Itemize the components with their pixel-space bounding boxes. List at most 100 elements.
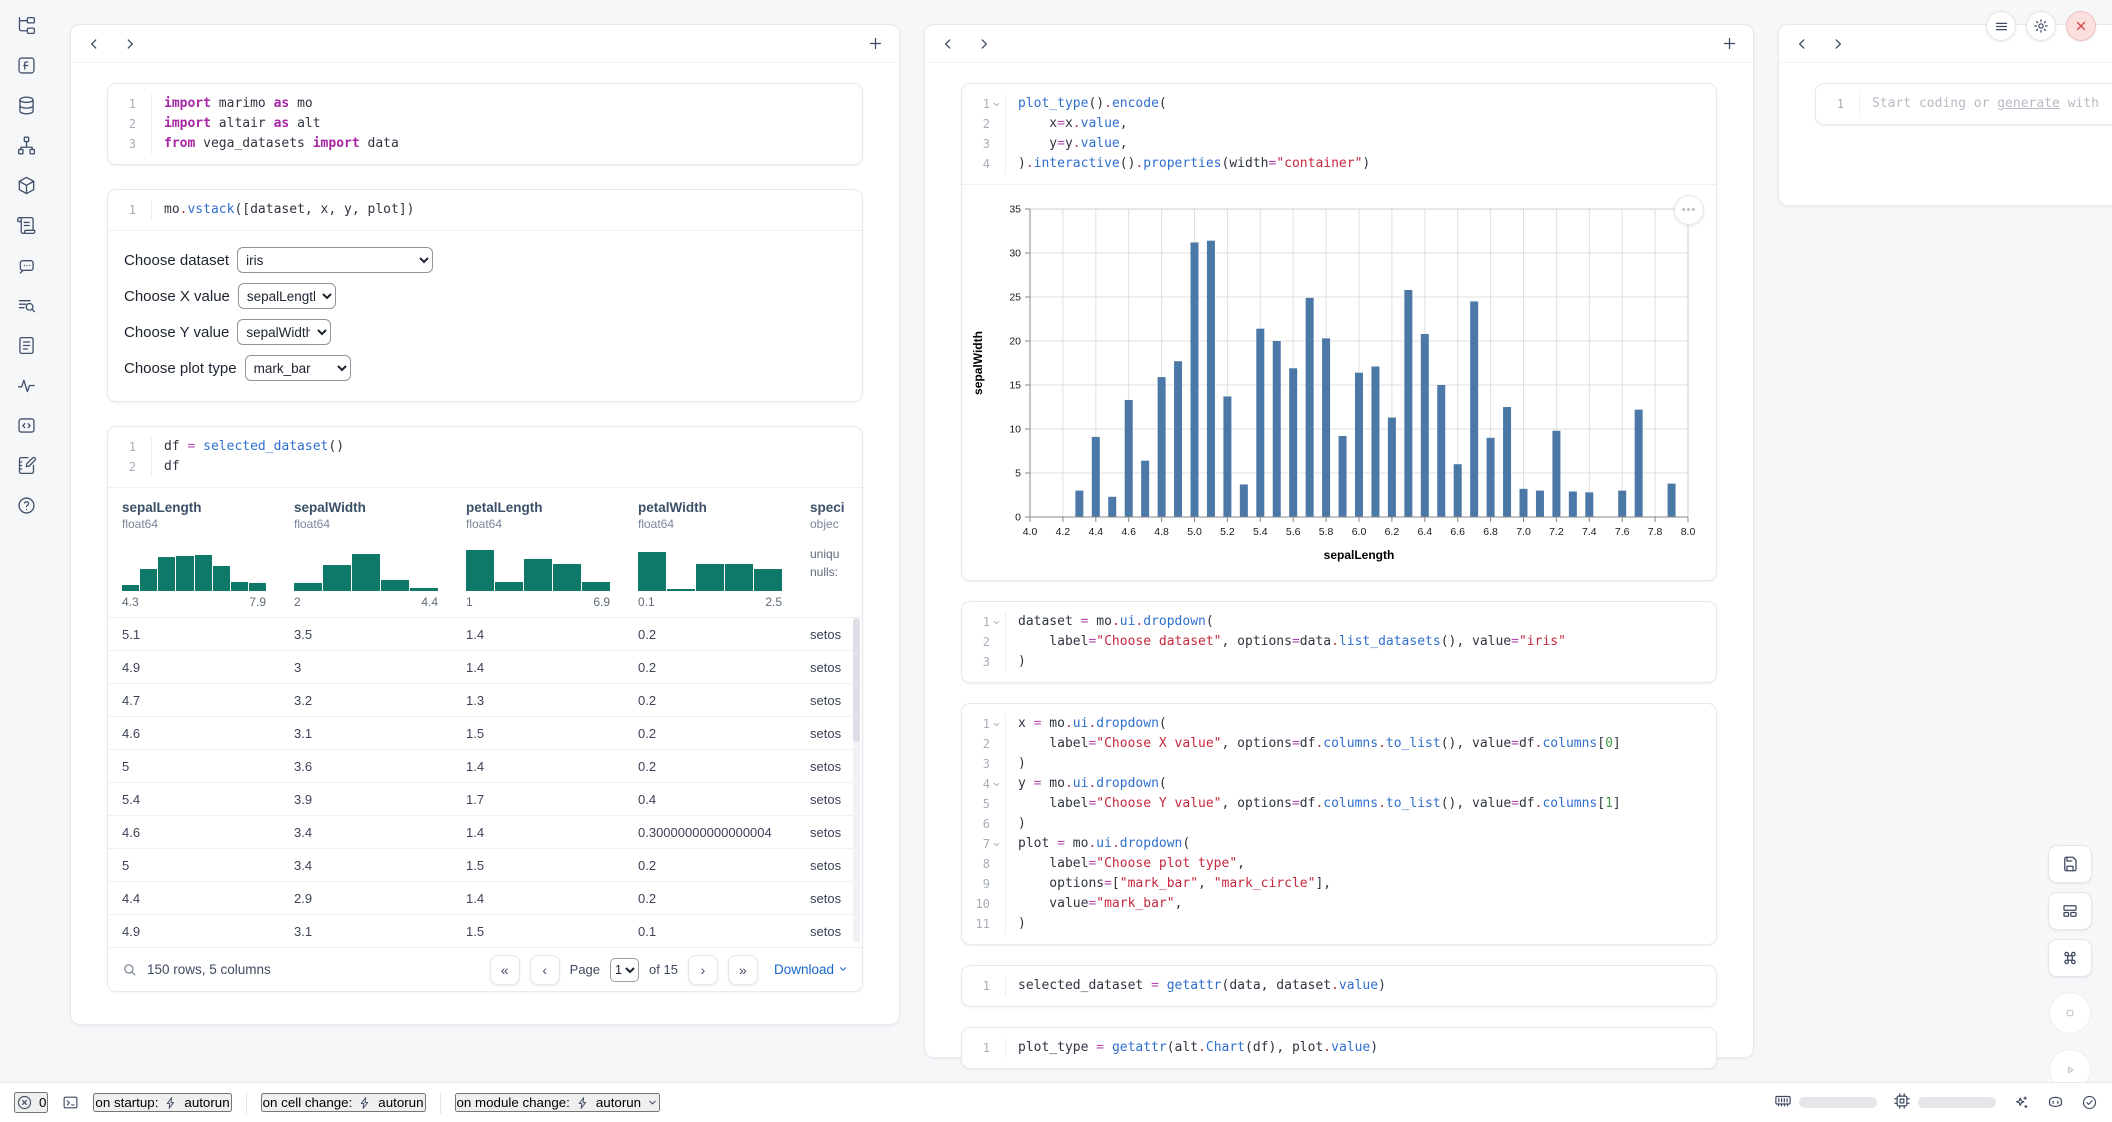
activity-icon[interactable]	[13, 372, 39, 398]
dropdown-choose-plot-type[interactable]: mark_bar	[245, 355, 351, 381]
run-mode-2[interactable]: on cell change:autorun	[261, 1093, 426, 1112]
chevron-right-icon[interactable]	[123, 37, 137, 51]
token: =	[1292, 634, 1300, 649]
layout-icon[interactable]	[2048, 892, 2092, 930]
cell-editor[interactable]: 1df = selected_dataset()2df	[108, 427, 862, 487]
chevron-left-icon[interactable]	[87, 37, 101, 51]
download-button[interactable]: Download	[774, 962, 848, 977]
scrollbar-thumb[interactable]	[853, 618, 860, 742]
run-mode-3[interactable]: on module change:autorun	[455, 1093, 661, 1112]
cell-editor[interactable]: 1dataset = mo.ui.dropdown(2 label="Choos…	[962, 602, 1716, 682]
stat-line: nulls:	[810, 563, 848, 581]
first-page-button[interactable]: «	[490, 955, 520, 985]
run-mode-1[interactable]: on startup:autorun	[93, 1093, 231, 1112]
table-cell: 0.2	[624, 627, 796, 642]
menu-icon[interactable]	[1986, 11, 2016, 41]
scratchpad-icon[interactable]	[13, 452, 39, 478]
token: y	[1065, 136, 1073, 151]
save-icon[interactable]	[2048, 845, 2092, 883]
column-dtype: float64	[466, 517, 610, 531]
svg-text:7.6: 7.6	[1615, 526, 1630, 538]
fold-spacer	[138, 443, 147, 452]
cell-editor[interactable]: 1x = mo.ui.dropdown(2 label="Choose X va…	[962, 704, 1716, 944]
line-gutter: 2	[108, 114, 152, 134]
token: x	[1065, 116, 1073, 131]
token: .	[1026, 156, 1034, 171]
chevron-right-icon[interactable]	[977, 37, 991, 51]
line-gutter: 3	[108, 134, 152, 154]
file-tree-icon[interactable]	[13, 12, 39, 38]
line-number: 1	[983, 976, 990, 996]
tracebacks-icon[interactable]	[13, 292, 39, 318]
code-text: options=["mark_bar", "mark_circle"],	[1006, 874, 1331, 894]
chart-output[interactable]: 4.04.24.44.64.85.05.25.45.65.86.06.26.46…	[962, 184, 1716, 580]
terminal-icon[interactable]	[62, 1094, 79, 1111]
add-column-icon[interactable]	[1722, 36, 1737, 51]
ai-chat-icon[interactable]	[13, 252, 39, 278]
functions-icon[interactable]	[13, 52, 39, 78]
stop-icon[interactable]	[2049, 992, 2091, 1034]
divider	[440, 1092, 441, 1114]
copilot-icon[interactable]	[2046, 1093, 2065, 1112]
logs-icon[interactable]	[13, 212, 39, 238]
chevron-right-icon[interactable]	[1831, 37, 1845, 51]
dropdown-choose-y-value[interactable]: sepalWidth	[237, 319, 331, 345]
cell-editor[interactable]: 1plot_type().encode(2 x=x.value,3 y=y.va…	[962, 84, 1716, 184]
line-gutter: 4	[962, 774, 1006, 794]
token: plot_type	[1018, 96, 1088, 111]
table-header-row: sepalLengthfloat644.37.9sepalWidthfloat6…	[108, 488, 862, 617]
sparkles-icon[interactable]	[2012, 1094, 2030, 1112]
token: ]	[1613, 796, 1621, 811]
token: import	[164, 96, 211, 111]
token: ()	[1088, 96, 1104, 111]
token: to_list	[1386, 796, 1441, 811]
line-gutter: 2	[962, 632, 1006, 652]
dependency-graph-icon[interactable]	[13, 132, 39, 158]
dropdown-choose-x-value[interactable]: sepalLength	[238, 283, 336, 309]
documentation-icon[interactable]	[13, 332, 39, 358]
gear-icon[interactable]	[2026, 11, 2056, 41]
next-page-button[interactable]: ›	[688, 955, 718, 985]
dropdown-choose-dataset[interactable]: iris	[237, 247, 433, 273]
code-text: )	[1006, 652, 1026, 672]
token: (	[1159, 96, 1167, 111]
last-page-button[interactable]: »	[728, 955, 758, 985]
token: marimo	[211, 96, 274, 111]
chart-menu-icon[interactable]: •••	[1674, 195, 1704, 225]
code-text: )	[1006, 814, 1026, 834]
table-scrollbar[interactable]	[853, 618, 860, 943]
cell-editor[interactable]: 1plot_type = getattr(alt.Chart(df), plot…	[962, 1028, 1716, 1068]
token: df	[164, 439, 187, 454]
datasources-icon[interactable]	[13, 92, 39, 118]
close-icon[interactable]	[2066, 11, 2096, 41]
code-line: 3 y=y.value,	[962, 134, 1716, 154]
page-select[interactable]: 1	[610, 958, 639, 982]
token: "iris"	[1519, 634, 1566, 649]
code-text: value="mark_bar",	[1006, 894, 1182, 914]
chevron-left-icon[interactable]	[1795, 37, 1809, 51]
cell-editor[interactable]: 1import marimo as mo2import altair as al…	[108, 84, 862, 164]
command-icon[interactable]	[2048, 939, 2092, 977]
snippets-icon[interactable]	[13, 412, 39, 438]
help-icon[interactable]	[13, 492, 39, 518]
add-column-icon[interactable]	[868, 36, 883, 51]
search-icon[interactable]	[122, 962, 137, 977]
check-circle-icon[interactable]	[2081, 1094, 2098, 1111]
token: "container"	[1276, 156, 1362, 171]
token: =	[1292, 736, 1300, 751]
line-gutter: 1	[108, 94, 152, 114]
cell-editor[interactable]: 1mo.vstack([dataset, x, y, plot])	[108, 190, 862, 230]
svg-text:5: 5	[1015, 468, 1021, 480]
chevron-left-icon[interactable]	[941, 37, 955, 51]
dropdown-row: Choose Y valuesepalWidth	[124, 319, 862, 345]
prev-page-button[interactable]: ‹	[530, 955, 560, 985]
cell-editor[interactable]: 1selected_dataset = getattr(data, datase…	[962, 966, 1716, 1006]
error-count-button[interactable]: 0	[14, 1092, 48, 1113]
cell-editor[interactable]: 1Start coding or generate with	[1816, 84, 2112, 124]
line-number: 4	[983, 154, 990, 174]
line-number: 2	[983, 734, 990, 754]
token: ,	[1198, 876, 1214, 891]
token: selected_dataset	[203, 439, 328, 454]
packages-icon[interactable]	[13, 172, 39, 198]
token: =	[1096, 1040, 1104, 1055]
